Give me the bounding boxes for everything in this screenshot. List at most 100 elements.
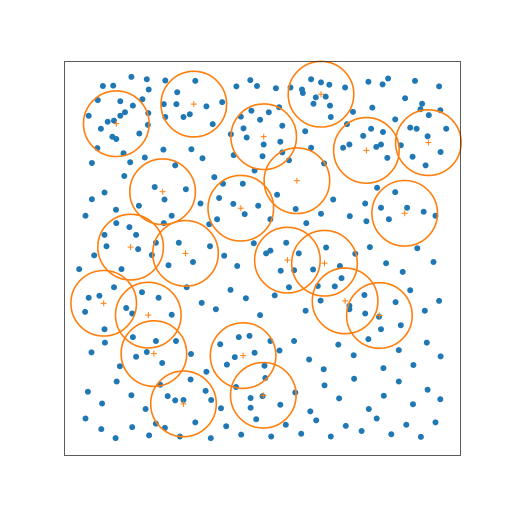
cluster-circle [97, 213, 165, 281]
plot-frame [64, 61, 461, 456]
data-point [109, 133, 116, 140]
cluster-center-marker [100, 300, 107, 307]
data-point [111, 117, 117, 124]
cluster-circle [160, 70, 228, 138]
data-point [308, 144, 315, 151]
data-point [129, 424, 136, 431]
cluster-circle [209, 322, 277, 390]
data-point [417, 433, 424, 440]
cluster-center-marker [284, 257, 291, 264]
data-point [392, 299, 399, 306]
data-point [327, 114, 334, 120]
data-point [192, 77, 199, 84]
data-point [413, 125, 420, 132]
data-point [277, 267, 284, 274]
data-point [392, 116, 399, 123]
data-point [342, 422, 349, 429]
cluster-center-marker [127, 244, 134, 251]
data-point [202, 387, 209, 394]
data-point [103, 243, 110, 250]
data-point [399, 268, 406, 275]
data-point [162, 77, 169, 84]
cluster-circle [120, 320, 188, 388]
data-point [123, 305, 130, 311]
data-point [410, 362, 417, 368]
data-point [362, 310, 369, 317]
data-point [101, 339, 108, 346]
data-point [425, 112, 432, 119]
data-point [97, 125, 104, 132]
data-point [198, 299, 205, 306]
data-point [259, 393, 266, 400]
data-point [233, 83, 240, 90]
cluster-circle [311, 267, 379, 335]
data-point [407, 124, 414, 131]
data-point [135, 246, 142, 253]
data-point [437, 396, 444, 403]
data-point [188, 351, 194, 357]
data-point [404, 204, 411, 211]
data-point [82, 308, 89, 315]
data-point [168, 311, 175, 318]
data-point [254, 83, 260, 89]
data-point [173, 101, 180, 108]
data-point [257, 312, 264, 319]
cluster-center-marker [260, 133, 267, 140]
data-point [330, 196, 337, 203]
data-point [312, 94, 319, 101]
data-point [155, 294, 162, 301]
centers-layer [100, 91, 432, 407]
data-point [165, 262, 172, 269]
data-point [358, 428, 365, 434]
data-point [209, 121, 216, 128]
data-point [143, 349, 150, 355]
data-point [173, 338, 179, 344]
data-point [164, 393, 171, 400]
cluster-circle [149, 370, 218, 438]
data-point [76, 266, 83, 273]
data-point [267, 247, 274, 254]
data-point [85, 112, 92, 119]
cluster-circle [114, 281, 182, 349]
data-point [336, 395, 343, 402]
data-point [133, 231, 140, 238]
data-point [374, 184, 381, 191]
data-point [335, 341, 342, 348]
cluster-center-marker [401, 210, 408, 217]
data-point [203, 103, 210, 110]
data-point [101, 231, 108, 238]
data-point [231, 354, 238, 361]
data-point [260, 141, 267, 148]
data-point [283, 239, 290, 246]
data-point [136, 130, 143, 137]
data-point [186, 111, 193, 118]
cluster-center-marker [190, 101, 197, 108]
data-point [175, 239, 182, 246]
data-point [197, 200, 204, 207]
data-point [145, 86, 152, 93]
data-point [378, 204, 384, 211]
data-point [110, 82, 117, 89]
cluster-circle [70, 269, 138, 337]
data-point [151, 184, 158, 190]
data-point [298, 430, 305, 437]
data-point [116, 363, 123, 370]
data-point [192, 419, 199, 426]
data-point [259, 153, 266, 160]
cluster-center-marker [237, 205, 244, 212]
data-point [187, 376, 194, 383]
data-point [383, 260, 390, 267]
data-point [336, 263, 343, 269]
data-point [380, 129, 386, 135]
cluster-center-marker [342, 297, 349, 304]
data-point [247, 404, 254, 411]
data-point [214, 216, 221, 223]
data-point [362, 200, 369, 207]
data-point [350, 352, 357, 359]
data-point [96, 292, 103, 299]
data-point [326, 81, 333, 88]
data-point [212, 306, 219, 313]
data-point [274, 191, 281, 198]
data-point [243, 134, 250, 141]
data-point [152, 420, 159, 427]
